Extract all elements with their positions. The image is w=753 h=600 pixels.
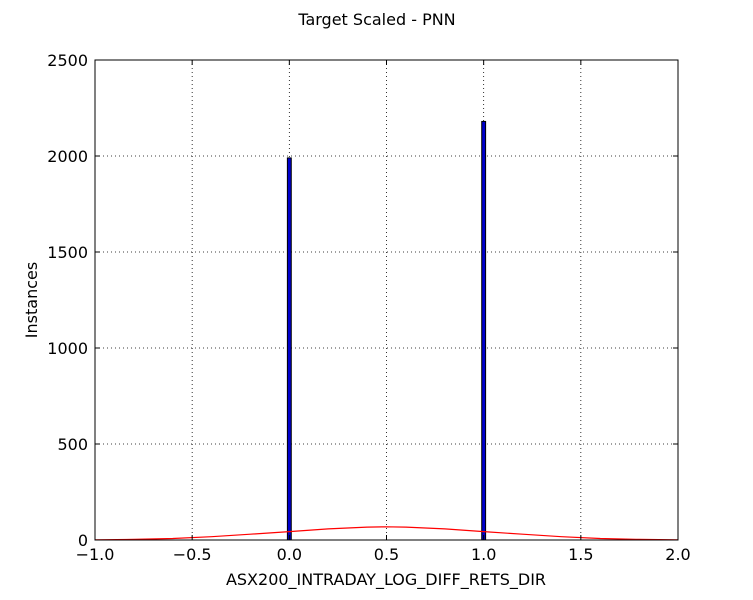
y-tick-label: 2500 [47,51,88,70]
x-tick-label: 0.0 [277,545,302,564]
x-axis-label: ASX200_INTRADAY_LOG_DIFF_RETS_DIR [226,570,546,590]
y-tick-label: 1500 [47,243,88,262]
chart-title: Target Scaled - PNN [297,10,455,29]
histogram-bar [481,120,487,541]
curve-group [94,526,679,541]
y-tick-labels: 0 500 1000 1500 2000 2500 [47,51,88,550]
x-tick-label: 1.5 [568,545,593,564]
x-tick-label: 2.0 [665,545,690,564]
y-tick-label: 500 [57,435,88,454]
y-tick-label: 1000 [47,339,88,358]
x-tick-label: 1.0 [471,545,496,564]
x-tick-label: 0.5 [374,545,399,564]
density-curve [94,526,679,541]
x-tick-label: −1.0 [76,545,115,564]
axis-ticks [94,59,679,541]
y-axis-label: Instances [22,262,41,338]
histogram-bar [286,157,292,541]
x-tick-labels: −1.0 −0.5 0.0 0.5 1.0 1.5 2.0 [76,545,691,564]
x-tick-label: −0.5 [173,545,212,564]
y-tick-label: 2000 [47,147,88,166]
y-tick-label: 0 [78,531,88,550]
